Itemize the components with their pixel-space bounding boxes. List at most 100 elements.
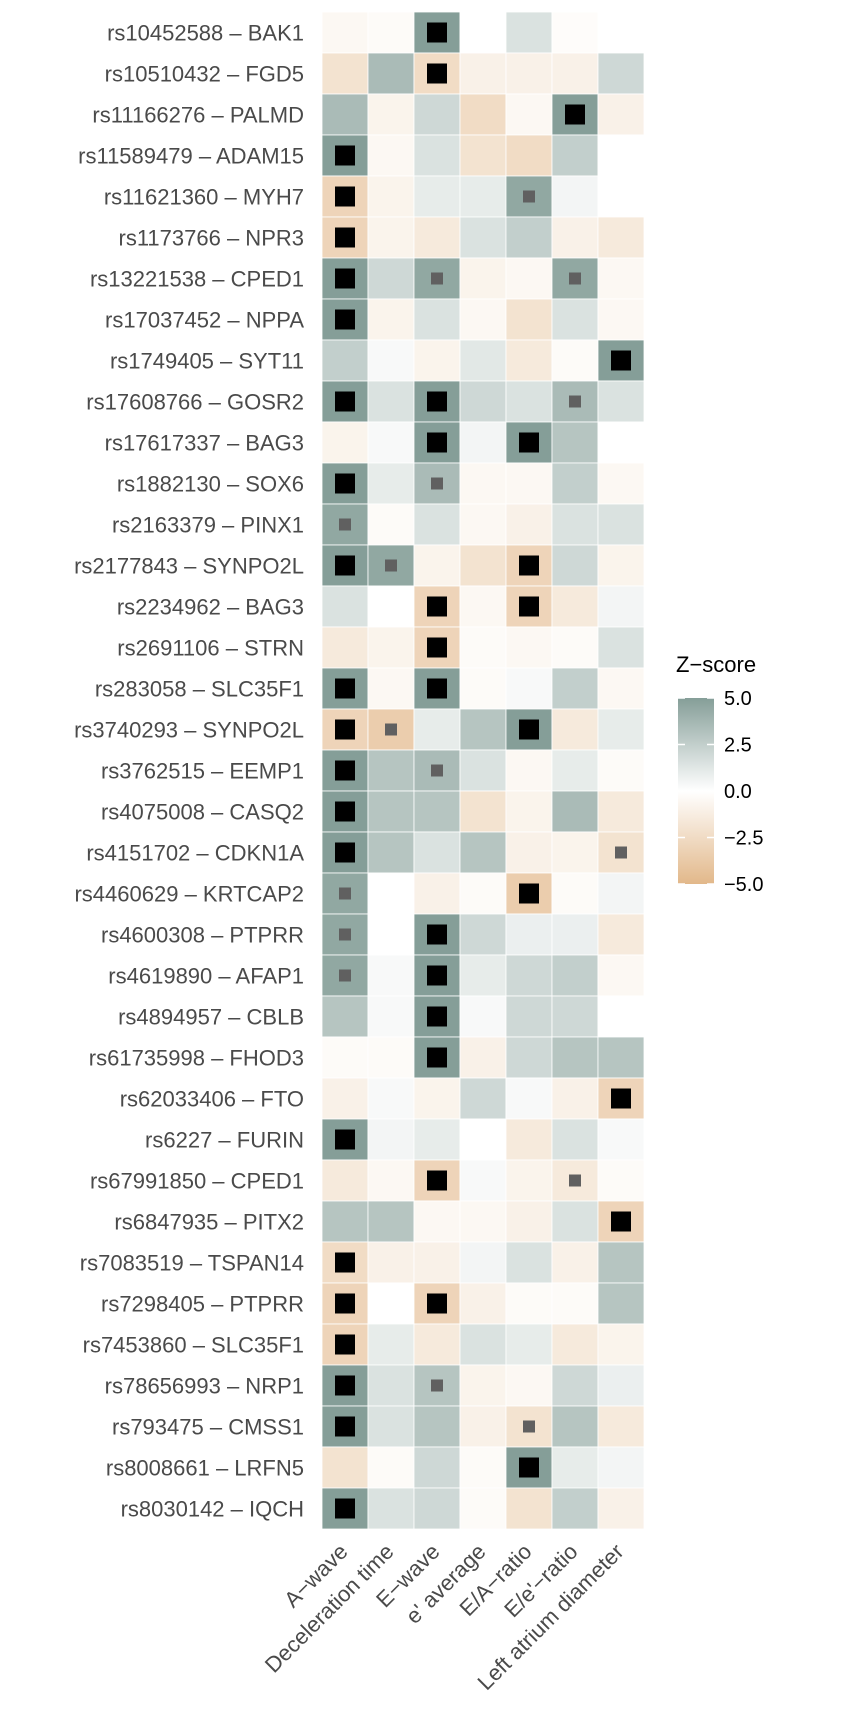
heatmap-cell bbox=[551, 1446, 599, 1489]
marker-large bbox=[335, 1498, 355, 1519]
marker-large bbox=[335, 719, 355, 740]
heatmap-cell bbox=[367, 52, 415, 95]
heatmap-cell bbox=[597, 1487, 645, 1530]
marker-large bbox=[335, 1416, 355, 1437]
heatmap-cell bbox=[551, 339, 599, 382]
marker-large bbox=[335, 145, 355, 166]
heatmap-cell bbox=[551, 1241, 599, 1284]
heatmap-cell bbox=[367, 995, 415, 1038]
heatmap-cell bbox=[459, 1405, 507, 1448]
heatmap-cell bbox=[321, 339, 369, 382]
heatmap-cell bbox=[505, 1282, 553, 1325]
heatmap-cell bbox=[459, 585, 507, 628]
heatmap-cell bbox=[505, 93, 553, 136]
heatmap-cell bbox=[367, 257, 415, 300]
heatmap-cell bbox=[597, 298, 645, 341]
heatmap-cell bbox=[551, 913, 599, 956]
heatmap-cell bbox=[459, 831, 507, 874]
marker-large bbox=[611, 1088, 631, 1109]
heatmap-cell bbox=[413, 544, 461, 587]
heatmap-cell bbox=[459, 1487, 507, 1530]
row-label: rs4151702 – CDKN1A bbox=[86, 841, 304, 866]
heatmap-cell bbox=[413, 1200, 461, 1243]
heatmap-cell bbox=[505, 1364, 553, 1407]
row-label: rs10510432 – FGD5 bbox=[105, 62, 304, 87]
heatmap-cell bbox=[505, 1036, 553, 1079]
marker-large bbox=[519, 719, 539, 740]
marker-large bbox=[519, 432, 539, 453]
marker-large bbox=[427, 965, 447, 986]
heatmap-cell bbox=[321, 1036, 369, 1079]
row-label: rs2177843 – SYNPO2L bbox=[74, 554, 304, 579]
heatmap-cell bbox=[505, 790, 553, 833]
row-label: rs793475 – CMSS1 bbox=[112, 1415, 304, 1440]
heatmap-cell bbox=[505, 626, 553, 669]
heatmap-cell bbox=[505, 1323, 553, 1366]
heatmap-cell bbox=[597, 790, 645, 833]
heatmap-cell bbox=[459, 1282, 507, 1325]
marker-small bbox=[569, 1174, 581, 1187]
heatmap-cell bbox=[367, 872, 415, 915]
row-label: rs1173766 – NPR3 bbox=[119, 226, 305, 251]
heatmap-cell bbox=[367, 1446, 415, 1489]
heatmap-cell bbox=[505, 749, 553, 792]
heatmap-cell bbox=[459, 503, 507, 546]
heatmap-cell bbox=[367, 11, 415, 54]
heatmap-cell bbox=[321, 421, 369, 464]
heatmap-cell bbox=[597, 1241, 645, 1284]
row-label: rs7298405 – PTPRR bbox=[101, 1292, 304, 1317]
heatmap-cell bbox=[459, 52, 507, 95]
heatmap-cell bbox=[551, 52, 599, 95]
heatmap-cell bbox=[321, 585, 369, 628]
heatmap-cell bbox=[413, 1446, 461, 1489]
heatmap-cell bbox=[367, 1036, 415, 1079]
marker-large bbox=[519, 596, 539, 617]
marker-large bbox=[427, 637, 447, 658]
heatmap-cell bbox=[367, 503, 415, 546]
heatmap-cell bbox=[551, 1487, 599, 1530]
heatmap-cell bbox=[551, 503, 599, 546]
heatmap-cell bbox=[459, 1241, 507, 1284]
marker-large bbox=[335, 391, 355, 412]
heatmap-cell bbox=[459, 1364, 507, 1407]
heatmap-cell bbox=[551, 11, 599, 54]
heatmap-cell bbox=[413, 708, 461, 751]
row-label: rs4894957 – CBLB bbox=[118, 1005, 304, 1030]
heatmap-cell bbox=[413, 1323, 461, 1366]
heatmap-cell bbox=[321, 1159, 369, 1202]
heatmap-cell bbox=[505, 503, 553, 546]
heatmap-cell bbox=[321, 11, 369, 54]
row-label: rs4460629 – KRTCAP2 bbox=[74, 882, 304, 907]
heatmap-cell bbox=[597, 1282, 645, 1325]
heatmap-cell bbox=[597, 503, 645, 546]
row-label: rs6227 – FURIN bbox=[145, 1128, 304, 1153]
heatmap-cell bbox=[413, 175, 461, 218]
marker-large bbox=[611, 350, 631, 371]
heatmap-cell bbox=[505, 257, 553, 300]
marker-small bbox=[569, 395, 581, 408]
heatmap-cell bbox=[505, 134, 553, 177]
row-label: rs10452588 – BAK1 bbox=[107, 21, 304, 46]
heatmap-cell bbox=[551, 585, 599, 628]
heatmap-cell bbox=[459, 216, 507, 259]
heatmap-cell bbox=[597, 1405, 645, 1448]
heatmap-cell bbox=[367, 749, 415, 792]
heatmap-cell bbox=[597, 708, 645, 751]
heatmap-cell bbox=[413, 339, 461, 382]
row-label: rs2163379 – PINX1 bbox=[112, 513, 304, 538]
heatmap-cell bbox=[367, 1200, 415, 1243]
heatmap-cell bbox=[413, 872, 461, 915]
heatmap-cell bbox=[321, 626, 369, 669]
heatmap-cell bbox=[413, 1487, 461, 1530]
heatmap-cell bbox=[459, 708, 507, 751]
heatmap-cell bbox=[459, 1036, 507, 1079]
marker-large bbox=[519, 883, 539, 904]
marker-large bbox=[335, 268, 355, 289]
heatmap-cell bbox=[597, 216, 645, 259]
heatmap-cell bbox=[597, 462, 645, 505]
row-label: rs4075008 – CASQ2 bbox=[101, 800, 304, 825]
heatmap-cell bbox=[551, 544, 599, 587]
heatmap-cell bbox=[551, 134, 599, 177]
marker-large bbox=[427, 22, 447, 43]
marker-large bbox=[335, 555, 355, 576]
